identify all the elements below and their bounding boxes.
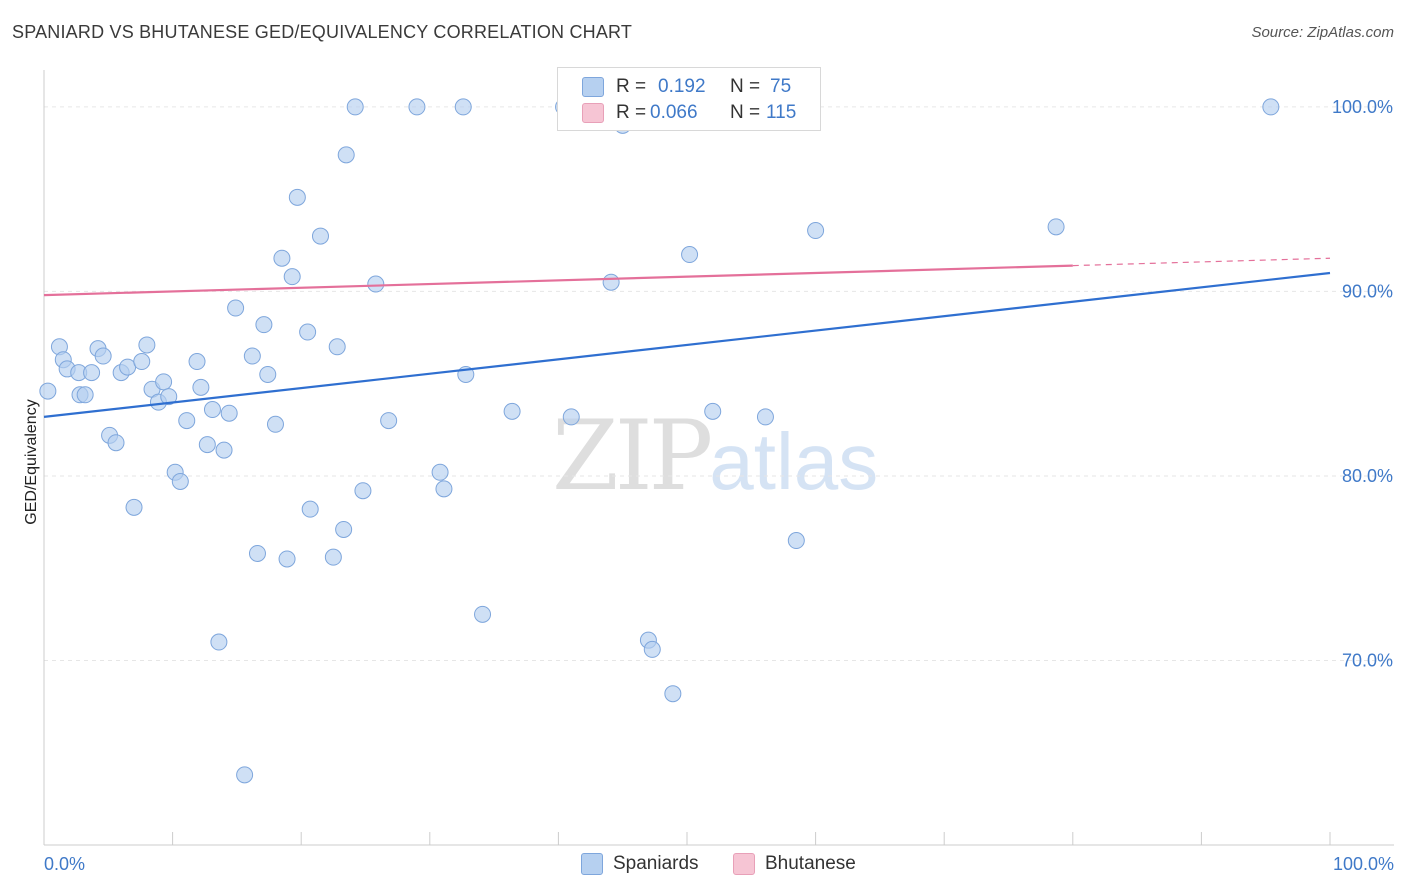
axes <box>43 70 1394 846</box>
spaniards-point <box>1047 218 1065 236</box>
spaniards-point <box>119 358 137 376</box>
bhutanese-trend-line-extension <box>1072 257 1331 267</box>
spaniards-point <box>664 685 682 703</box>
spaniards-point <box>301 500 319 518</box>
spaniards-trend-line <box>43 271 1331 418</box>
spaniards-point <box>171 472 189 490</box>
legend-r-value: 0.066 <box>650 102 698 123</box>
spaniards-point <box>220 404 238 422</box>
spaniards-point <box>380 412 398 430</box>
spaniards-point <box>354 482 372 500</box>
spaniards-point <box>94 347 112 365</box>
grid-lines <box>43 106 1394 845</box>
chart-source: Source: ZipAtlas.com <box>1251 24 1394 41</box>
trend-lines <box>43 257 1331 418</box>
spaniards-point <box>562 408 580 426</box>
spaniards-point <box>255 316 273 334</box>
spaniards-point <box>39 382 57 400</box>
spaniards-point <box>299 323 317 341</box>
spaniards-point <box>155 373 173 391</box>
spaniards-point <box>367 275 385 293</box>
spaniards-point <box>408 98 426 116</box>
spaniards-points <box>39 98 1280 784</box>
stats-legend: R = 0.192 N = 75 R = 0.066 N = 115 <box>557 67 821 131</box>
y-axis-label: GED/Equivalency <box>23 399 40 524</box>
chart-title: SPANIARD VS BHUTANESE GED/EQUIVALENCY CO… <box>12 22 633 42</box>
tick-labels: 70.0% 80.0% 90.0% 100.0% 0.0% 100.0% <box>44 97 1394 874</box>
y-tick-label: 100.0% <box>1332 97 1393 117</box>
spaniards-point <box>311 227 329 245</box>
spaniards-point <box>192 378 210 396</box>
spaniards-point <box>643 640 661 658</box>
spaniards-point <box>681 246 699 264</box>
spaniards-point <box>188 353 206 371</box>
spaniards-point <box>474 605 492 623</box>
legend-r-label: R = <box>616 76 647 97</box>
legend-n-value: 115 <box>766 102 797 123</box>
spaniards-point <box>787 532 805 550</box>
spaniards-point <box>278 550 296 568</box>
spaniards-point <box>807 222 825 240</box>
watermark-atlas: atlas <box>709 417 879 506</box>
spaniards-point <box>503 402 521 420</box>
spaniards-point <box>138 336 156 354</box>
spaniards-point <box>1262 98 1280 116</box>
spaniards-point <box>283 268 301 286</box>
spaniards-point <box>288 188 306 206</box>
legend-swatch-blue <box>582 77 604 97</box>
spaniards-point <box>328 338 346 356</box>
spaniards-point <box>602 273 620 291</box>
spaniards-point <box>198 436 216 454</box>
watermark: ZIPatlas <box>552 400 878 512</box>
spaniards-point <box>133 353 151 371</box>
spaniards-point <box>107 434 125 452</box>
y-tick-label: 90.0% <box>1342 281 1393 301</box>
spaniards-point <box>178 412 196 430</box>
spaniards-point <box>259 365 277 383</box>
spaniards-point <box>210 633 228 651</box>
bottom-legend-bhutanese: Bhutanese <box>733 852 856 876</box>
legend-r-value: 0.192 <box>658 76 706 97</box>
y-tick-label: 70.0% <box>1342 650 1393 670</box>
spaniards-point <box>346 98 364 116</box>
legend-n-label: N = <box>730 76 761 97</box>
legend-n-value: 75 <box>770 76 792 97</box>
spaniards-point <box>337 146 355 164</box>
x-tick-label: 100.0% <box>1333 854 1394 874</box>
bottom-swatch-blue <box>581 853 603 875</box>
bottom-legend-label: Spaniards <box>613 853 699 874</box>
bottom-legend-label: Bhutanese <box>765 853 856 874</box>
spaniards-point <box>215 441 233 459</box>
spaniards-point <box>227 299 245 317</box>
legend-r-label: R = <box>616 102 647 123</box>
bottom-legend-spaniards: Spaniards <box>581 852 699 876</box>
spaniards-point <box>76 386 94 404</box>
spaniards-point <box>324 548 342 566</box>
spaniards-point <box>83 364 101 382</box>
spaniards-point <box>454 98 472 116</box>
legend-swatch-pink <box>582 103 604 123</box>
spaniards-point <box>203 401 221 419</box>
spaniards-point <box>125 498 143 516</box>
legend-n-label: N = <box>730 102 761 123</box>
spaniards-point <box>704 402 722 420</box>
spaniards-point <box>756 408 774 426</box>
spaniards-point <box>248 544 266 562</box>
spaniards-point <box>266 415 284 433</box>
bhutanese-trend-line <box>43 264 1073 297</box>
spaniards-point <box>243 347 261 365</box>
spaniards-point <box>431 463 449 481</box>
bottom-swatch-pink <box>733 853 755 875</box>
spaniards-point <box>335 520 353 538</box>
x-tick-label: 0.0% <box>44 854 85 874</box>
spaniards-point <box>273 249 291 267</box>
spaniards-point <box>160 388 178 406</box>
spaniards-point <box>435 480 453 498</box>
y-tick-label: 80.0% <box>1342 466 1393 486</box>
spaniards-point <box>236 766 254 784</box>
